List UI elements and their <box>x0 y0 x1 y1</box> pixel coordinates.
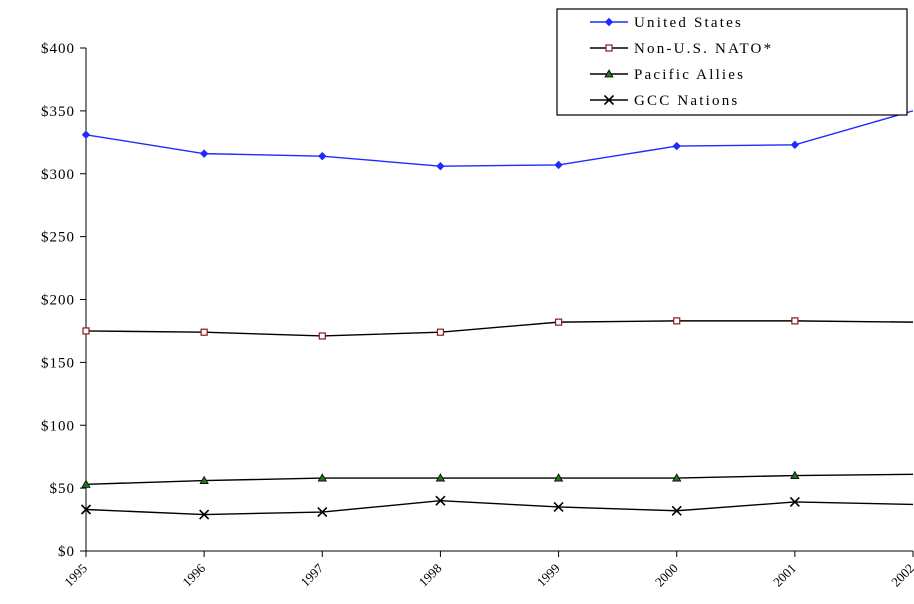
data-point-x <box>80 504 92 515</box>
series-line <box>85 499 914 516</box>
data-point-triangle <box>81 479 91 488</box>
data-point-x <box>789 496 800 508</box>
legend-label: Pacific Allies <box>634 67 745 83</box>
legend-item: United States <box>590 15 743 31</box>
y-tick-label: $150 <box>41 355 75 371</box>
legend: United States Non-U.S. NATO* Pacific Allie… <box>556 8 908 116</box>
series-non-u-s-nato <box>82 317 914 340</box>
x-tick-label: 2002 <box>888 561 914 590</box>
y-tick-label: $250 <box>41 230 75 246</box>
legend-label: United States <box>634 15 743 31</box>
series-line <box>85 473 914 486</box>
data-point-square <box>605 44 613 52</box>
data-point-triangle <box>435 473 446 482</box>
data-point-x <box>671 505 682 516</box>
legend-label: Non-U.S. NATO* <box>634 41 773 57</box>
legend-box <box>556 8 908 116</box>
chart-axes: $0 $50 $100 $150 $200 $250 $300 $350 $400 1995 199… <box>41 41 914 590</box>
x-mark-stroke <box>199 509 210 520</box>
data-point-diamond <box>318 151 327 161</box>
x-mark-stroke <box>553 501 564 513</box>
data-point-triangle <box>199 475 209 484</box>
y-tick-label: $350 <box>41 104 75 120</box>
x-mark-stroke <box>789 496 800 508</box>
data-point-square <box>673 317 681 325</box>
x-tick-label: 1996 <box>179 560 208 589</box>
legend-item: Pacific Allies <box>590 67 745 83</box>
data-point-triangle <box>317 473 327 482</box>
data-point-square <box>791 317 799 325</box>
x-tick-label: 2000 <box>652 561 681 590</box>
x-mark-stroke <box>80 504 92 515</box>
y-tick-label: $50 <box>50 481 76 497</box>
y-tick-label: $200 <box>41 293 75 309</box>
data-point-square <box>554 318 563 326</box>
data-point-triangle <box>604 69 614 78</box>
data-point-diamond <box>436 161 445 171</box>
data-point-x <box>317 506 328 518</box>
data-point-square <box>436 328 445 336</box>
data-point-diamond <box>81 130 91 139</box>
data-point-triangle <box>672 473 682 482</box>
legend-item: GCC Nations <box>590 93 739 109</box>
x-tick-label: 1998 <box>416 561 445 590</box>
data-point-x <box>603 94 615 106</box>
x-tick-label: 1995 <box>61 561 90 590</box>
series-line <box>85 110 914 167</box>
data-point-diamond <box>790 140 800 150</box>
y-tick-label: $400 <box>41 41 75 57</box>
legend-item: Non-U.S. NATO* <box>590 41 773 57</box>
data-point-x <box>199 509 210 520</box>
data-point-diamond <box>554 160 563 170</box>
data-point-triangle <box>553 473 564 482</box>
data-point-square <box>200 328 208 336</box>
data-point-x <box>553 501 564 513</box>
x-tick-label: 2001 <box>770 561 799 590</box>
y-tick-label: $300 <box>41 167 75 183</box>
data-point-x <box>435 495 446 506</box>
data-point-square <box>318 332 326 340</box>
series-gcc-nations <box>80 495 914 520</box>
x-tick-label: 1999 <box>534 561 563 590</box>
y-tick-label: $0 <box>58 544 75 560</box>
legend-label: GCC Nations <box>634 93 739 109</box>
x-mark-stroke <box>603 94 615 106</box>
data-point-triangle <box>790 470 800 479</box>
data-point-diamond <box>199 149 209 158</box>
series-layer <box>80 110 914 520</box>
series-united-states <box>81 110 914 171</box>
series-pacific-allies <box>81 470 914 488</box>
x-mark-stroke <box>671 505 682 516</box>
data-point-diamond <box>604 17 614 27</box>
y-tick-label: $100 <box>41 418 75 434</box>
data-point-square <box>82 327 90 335</box>
x-mark-stroke <box>435 495 446 506</box>
series-line <box>85 320 914 337</box>
x-tick-label: 1997 <box>297 560 326 589</box>
data-point-diamond <box>672 141 681 151</box>
x-mark-stroke <box>317 506 328 518</box>
